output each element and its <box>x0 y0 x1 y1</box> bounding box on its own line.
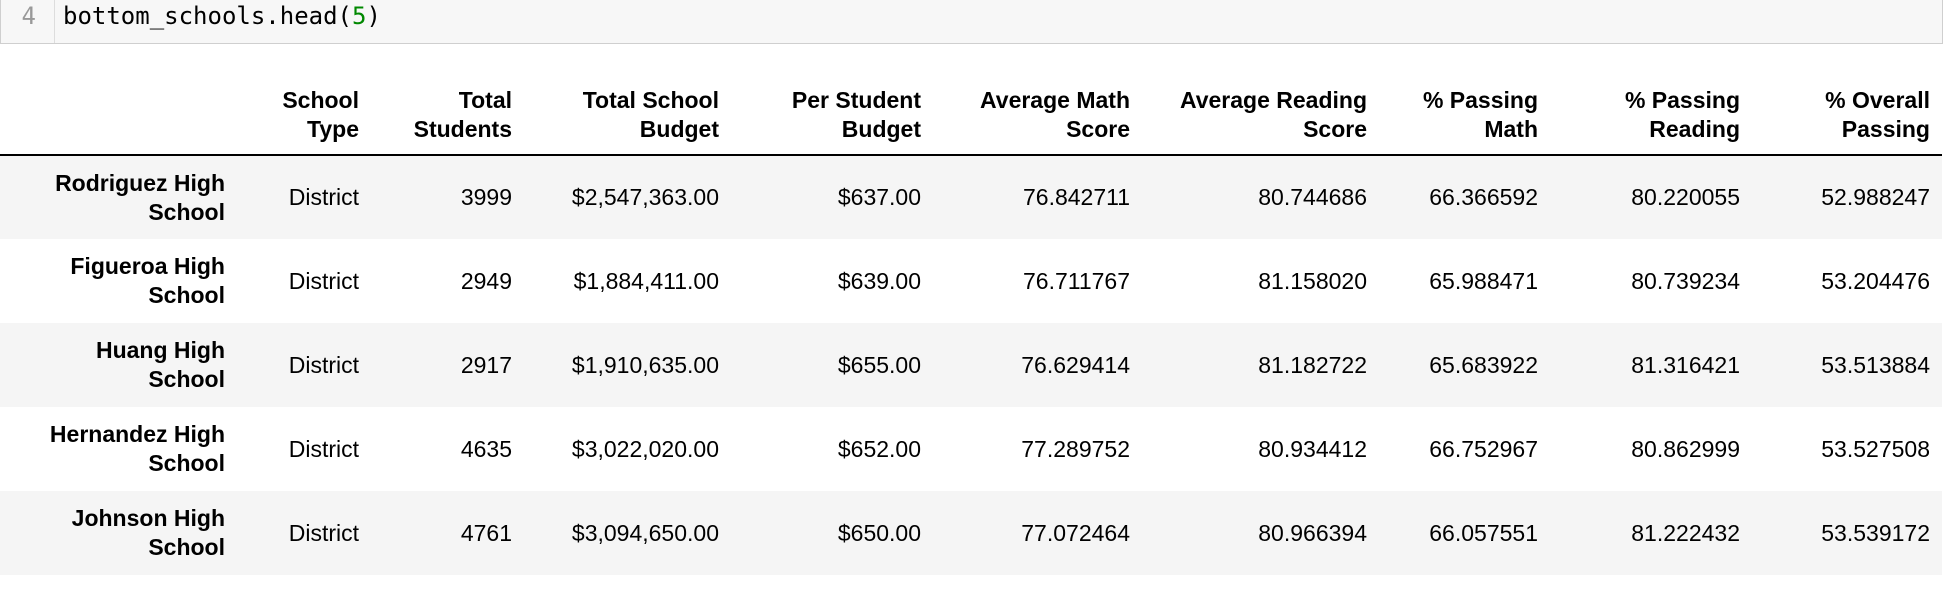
table-cell: 4761 <box>460 519 512 546</box>
code-editor-line[interactable]: bottom_schools.head(5) <box>63 0 381 32</box>
table-cell: $652.00 <box>837 435 921 462</box>
table-cell: 81.182722 <box>1258 351 1367 378</box>
row-index-school-name: Figueroa High School <box>70 253 225 308</box>
table-cell: 80.739234 <box>1631 267 1740 294</box>
column-header: Average Math Score <box>933 86 1142 156</box>
table-cell: $639.00 <box>837 267 921 294</box>
row-index-school-name: Huang High School <box>95 337 225 392</box>
table-row: Hernandez High School District 4635 $3,022,0… <box>0 407 1942 491</box>
table-cell: 66.057551 <box>1429 519 1538 546</box>
table-cell: District <box>288 184 359 210</box>
code-text: bottom_schools.head( <box>63 2 352 30</box>
table-cell: 81.158020 <box>1258 267 1367 294</box>
column-header: Average Reading Score <box>1142 86 1379 156</box>
column-header: Total School Budget <box>524 86 731 156</box>
table-cell: $650.00 <box>837 519 921 546</box>
table-cell: $637.00 <box>837 184 921 210</box>
line-number: 4 <box>1 0 55 43</box>
table-row: Johnson High School District 4761 $3,094,650… <box>0 491 1942 575</box>
table-cell: $655.00 <box>837 351 921 378</box>
table-cell: $1,884,411.00 <box>573 267 719 294</box>
table-cell: 2917 <box>460 351 512 378</box>
table-row: Figueroa High School District 2949 $1,884,41… <box>0 239 1942 323</box>
table-cell: 53.204476 <box>1821 267 1930 294</box>
dataframe-output-table: School Type Total Students Total School Bud… <box>0 86 1942 575</box>
column-header: Per Student Budget <box>731 86 933 156</box>
code-close-paren: ) <box>366 2 381 30</box>
table-cell: 65.683922 <box>1429 351 1538 378</box>
table-cell: 53.527508 <box>1821 435 1930 462</box>
table-cell: 53.513884 <box>1821 351 1930 378</box>
table-cell: $1,910,635.00 <box>571 351 719 378</box>
table-cell: 81.316421 <box>1631 351 1740 378</box>
table-cell: District <box>288 267 359 294</box>
table-cell: 52.988247 <box>1821 184 1930 210</box>
table-cell: 3999 <box>460 184 512 210</box>
column-header: % Passing Math <box>1379 86 1550 156</box>
column-header: % Overall Passing <box>1752 86 1942 156</box>
table-cell: 81.222432 <box>1631 519 1740 546</box>
table-row: Rodriguez High School District 3999 $2,547,3… <box>0 155 1942 239</box>
table-cell: 66.366592 <box>1429 184 1538 210</box>
table-cell: 77.289752 <box>1021 435 1130 462</box>
code-cell[interactable]: 4 bottom_schools.head(5) <box>0 0 1943 44</box>
table-cell: $3,094,650.00 <box>571 519 719 546</box>
code-argument: 5 <box>351 2 367 30</box>
table-cell: 66.752967 <box>1429 435 1538 462</box>
table-cell: 76.842711 <box>1022 184 1130 210</box>
table-cell: 80.220055 <box>1631 184 1740 210</box>
table-cell: 80.744686 <box>1258 184 1367 210</box>
table-cell: 53.539172 <box>1821 519 1930 546</box>
table-cell: 76.629414 <box>1021 351 1130 378</box>
table-cell: 80.934412 <box>1258 435 1367 462</box>
row-index-school-name: Hernandez High School <box>49 421 225 476</box>
table-cell: 4635 <box>460 435 512 462</box>
index-header <box>0 86 237 156</box>
column-header: Total Students <box>371 86 524 156</box>
table-cell: $2,547,363.00 <box>571 184 719 210</box>
table-cell: 77.072464 <box>1021 519 1130 546</box>
table-row: Huang High School District 2917 $1,910,635.0… <box>0 323 1942 407</box>
table-cell: 2949 <box>460 267 512 294</box>
table-cell: 80.862999 <box>1631 435 1740 462</box>
row-index-school-name: Rodriguez High School <box>55 169 225 225</box>
table-cell: 76.711767 <box>1022 267 1130 294</box>
table-cell: District <box>288 519 359 546</box>
table-cell: 65.988471 <box>1429 267 1538 294</box>
table-cell: $3,022,020.00 <box>571 435 719 462</box>
table-cell: District <box>288 435 359 462</box>
table-cell: 80.966394 <box>1258 519 1367 546</box>
row-index-school-name: Johnson High School <box>71 505 225 560</box>
column-header: School Type <box>237 86 371 156</box>
table-header-row: School Type Total Students Total School Bud… <box>0 86 1942 156</box>
table-cell: District <box>288 351 359 378</box>
column-header: % Passing Reading <box>1550 86 1752 156</box>
